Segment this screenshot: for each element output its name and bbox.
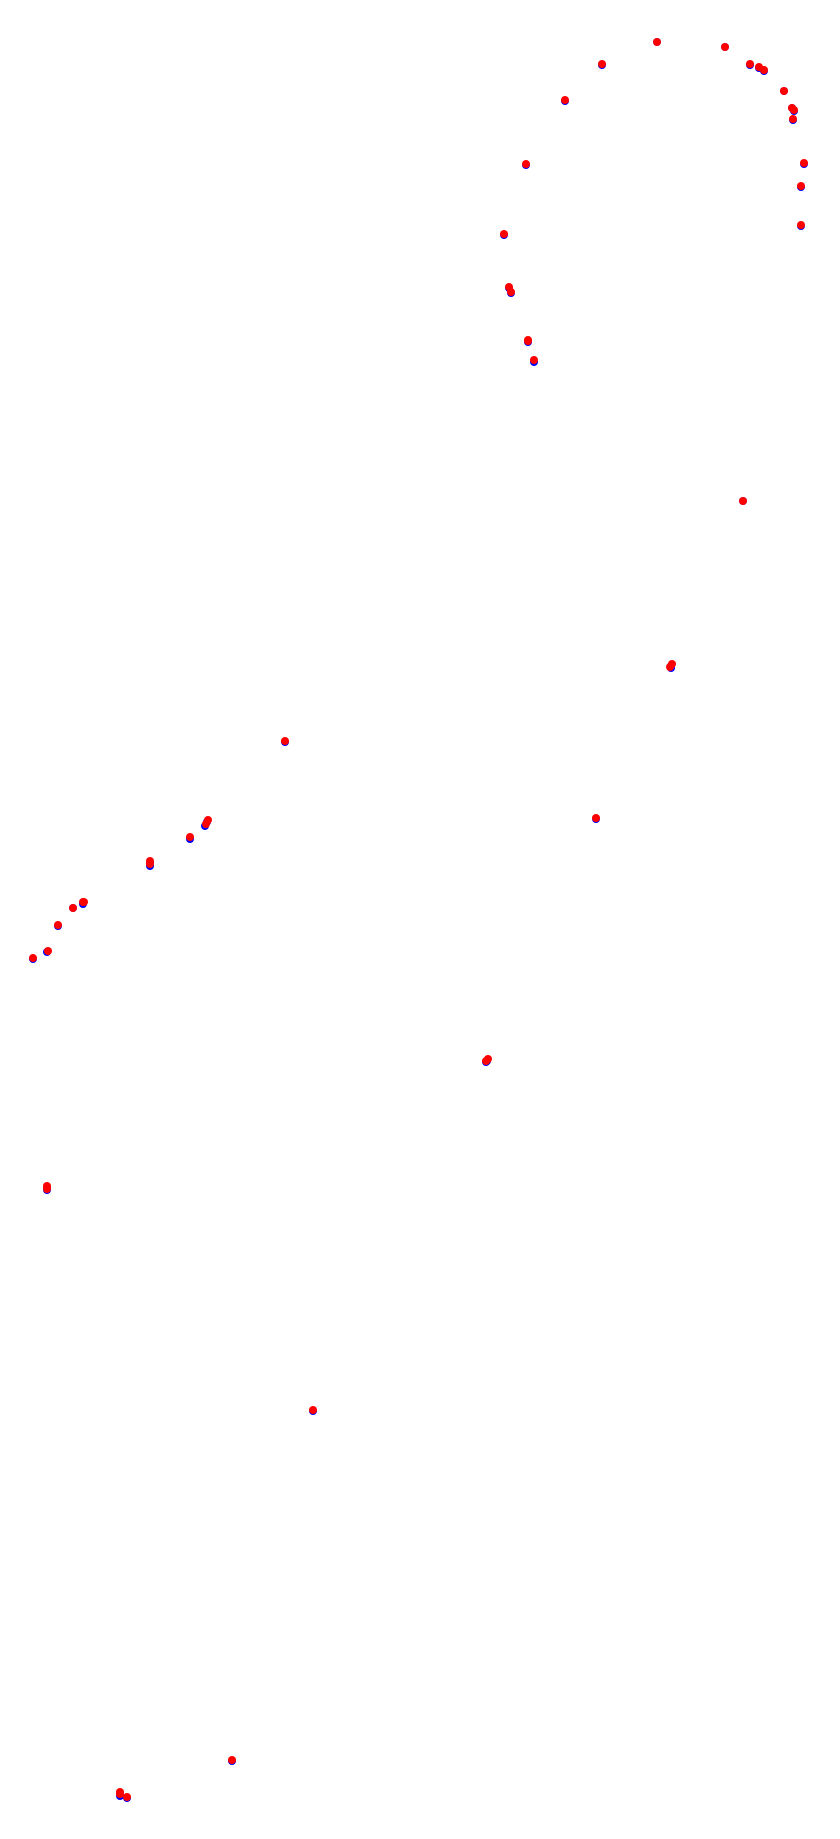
data-point: [202, 820, 210, 828]
data-point: [797, 182, 805, 190]
data-point: [797, 221, 805, 229]
data-point: [54, 921, 62, 929]
data-point: [666, 663, 674, 671]
data-point: [29, 954, 37, 962]
data-point: [746, 60, 754, 68]
data-point: [43, 1185, 51, 1193]
data-point: [780, 87, 788, 95]
data-point: [789, 115, 797, 123]
data-point: [522, 160, 530, 168]
data-point: [281, 737, 289, 745]
data-point: [309, 1406, 317, 1414]
data-point: [721, 43, 729, 51]
data-point: [790, 106, 798, 114]
data-point: [186, 833, 194, 841]
data-point: [592, 814, 600, 822]
data-point: [598, 60, 606, 68]
series-0: [29, 38, 808, 1802]
data-point: [69, 904, 77, 912]
data-point: [123, 1793, 131, 1801]
data-point: [228, 1756, 236, 1764]
data-point: [653, 38, 661, 46]
data-point: [80, 898, 88, 906]
data-point: [760, 66, 768, 74]
series-1: [29, 38, 808, 1801]
data-point: [524, 337, 532, 345]
data-point: [44, 947, 52, 955]
data-point: [146, 857, 154, 865]
data-point: [530, 356, 538, 364]
data-point: [561, 96, 569, 104]
data-point: [116, 1790, 124, 1798]
data-point: [800, 159, 808, 167]
data-point: [482, 1057, 490, 1065]
data-point: [507, 288, 515, 296]
data-point: [739, 497, 747, 505]
data-point: [500, 230, 508, 238]
